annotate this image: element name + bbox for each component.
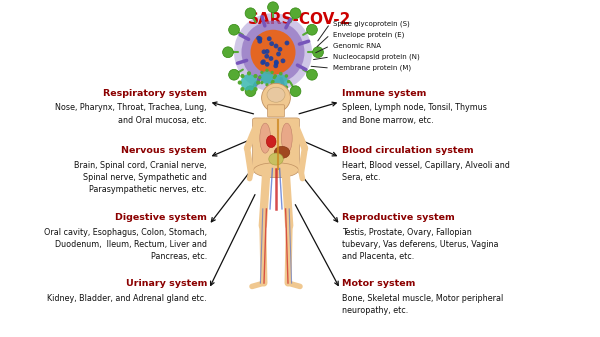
Text: Blood circulation system: Blood circulation system [342,146,473,155]
Text: Respiratory system: Respiratory system [103,89,207,98]
Ellipse shape [229,24,239,35]
Ellipse shape [271,71,274,74]
Ellipse shape [256,36,261,40]
Text: Reproductive system: Reproductive system [342,213,455,222]
Text: Nervous system: Nervous system [121,146,207,155]
Text: Urinary system: Urinary system [125,279,207,288]
Ellipse shape [223,47,233,58]
Ellipse shape [266,135,276,148]
Ellipse shape [274,74,277,78]
Ellipse shape [290,8,301,19]
Ellipse shape [272,76,276,79]
Text: Nose, Pharynx, Throat, Trachea, Lung,
and Oral mucosa, etc.: Nose, Pharynx, Throat, Trachea, Lung, an… [55,103,207,125]
Text: Membrane protein (M): Membrane protein (M) [333,65,411,71]
Ellipse shape [253,87,257,91]
Ellipse shape [269,153,283,165]
FancyBboxPatch shape [268,105,284,117]
Text: Spike glycoprotein (S): Spike glycoprotein (S) [333,20,410,27]
Ellipse shape [274,61,279,65]
Ellipse shape [241,74,245,78]
Ellipse shape [241,74,257,91]
Ellipse shape [262,83,290,112]
Ellipse shape [274,60,278,64]
Ellipse shape [260,81,263,84]
Ellipse shape [247,90,251,94]
Ellipse shape [284,74,288,78]
Ellipse shape [260,123,271,153]
Ellipse shape [267,36,272,41]
Ellipse shape [290,86,301,97]
Text: Oral cavity, Esophagus, Colon, Stomach,
Duodenum,  Ileum, Rectum, Liver and
Panc: Oral cavity, Esophagus, Colon, Stomach, … [44,228,207,262]
Ellipse shape [274,146,290,158]
Ellipse shape [265,62,269,67]
Text: Motor system: Motor system [342,279,415,288]
Text: Bone, Skeletal muscle, Motor peripheral
neuropathy, etc.: Bone, Skeletal muscle, Motor peripheral … [342,294,503,315]
Ellipse shape [253,74,257,78]
Ellipse shape [265,49,269,54]
Text: Kidney, Bladder, and Adrenal gland etc.: Kidney, Bladder, and Adrenal gland etc. [47,294,207,303]
Ellipse shape [278,47,283,52]
Ellipse shape [281,58,286,63]
Ellipse shape [267,87,285,102]
Ellipse shape [287,80,290,83]
Text: Spleen, Lymph node, Tonsil, Thymus
and Bone marrow, etc.: Spleen, Lymph node, Tonsil, Thymus and B… [342,103,487,125]
Ellipse shape [260,71,274,84]
Ellipse shape [307,69,317,80]
FancyBboxPatch shape [253,118,299,170]
Text: Immune system: Immune system [342,89,427,98]
Ellipse shape [238,81,242,85]
Ellipse shape [247,71,251,75]
Ellipse shape [261,59,266,64]
Text: Brain, Spinal cord, Cranial nerve,
Spinal nerve, Sympathetic and
Parasympathetic: Brain, Spinal cord, Cranial nerve, Spina… [74,161,207,194]
Ellipse shape [265,83,269,86]
Ellipse shape [269,56,274,61]
Ellipse shape [257,39,262,44]
Ellipse shape [254,163,299,178]
Ellipse shape [257,36,262,41]
Ellipse shape [258,76,262,79]
Text: Heart, Blood vessel, Capillary, Alveoli and
Sera, etc.: Heart, Blood vessel, Capillary, Alveoli … [342,161,510,182]
Ellipse shape [245,8,256,19]
Ellipse shape [274,43,278,49]
Text: Envelope protein (E): Envelope protein (E) [333,31,404,38]
Ellipse shape [307,24,317,35]
Ellipse shape [268,92,278,103]
Ellipse shape [313,47,323,58]
Ellipse shape [265,69,269,72]
Ellipse shape [251,30,296,75]
Ellipse shape [284,85,288,89]
Ellipse shape [281,123,292,153]
Ellipse shape [260,71,263,74]
Ellipse shape [274,63,278,68]
Ellipse shape [265,54,269,59]
Text: Testis, Prostate, Ovary, Fallopian
tubevary, Vas deferens, Uterus, Vagina
and Pl: Testis, Prostate, Ovary, Fallopian tubev… [342,228,499,262]
Ellipse shape [241,21,305,84]
Ellipse shape [262,50,266,54]
Ellipse shape [279,72,283,75]
Text: Genomic RNA: Genomic RNA [333,43,381,49]
Ellipse shape [256,81,260,85]
Ellipse shape [271,80,275,83]
Ellipse shape [260,60,265,65]
Ellipse shape [284,40,289,45]
Ellipse shape [276,52,281,56]
Text: SARS-COV-2: SARS-COV-2 [248,12,352,27]
Ellipse shape [229,69,239,80]
Text: Digestive system: Digestive system [115,213,207,222]
Ellipse shape [245,86,256,97]
Ellipse shape [234,13,312,91]
Text: Nucleocapsid protein (N): Nucleocapsid protein (N) [333,54,420,60]
Ellipse shape [268,2,278,12]
Ellipse shape [269,41,274,46]
Ellipse shape [241,87,245,91]
Ellipse shape [279,88,283,91]
Ellipse shape [271,81,274,84]
Ellipse shape [274,74,288,89]
Ellipse shape [274,85,277,89]
